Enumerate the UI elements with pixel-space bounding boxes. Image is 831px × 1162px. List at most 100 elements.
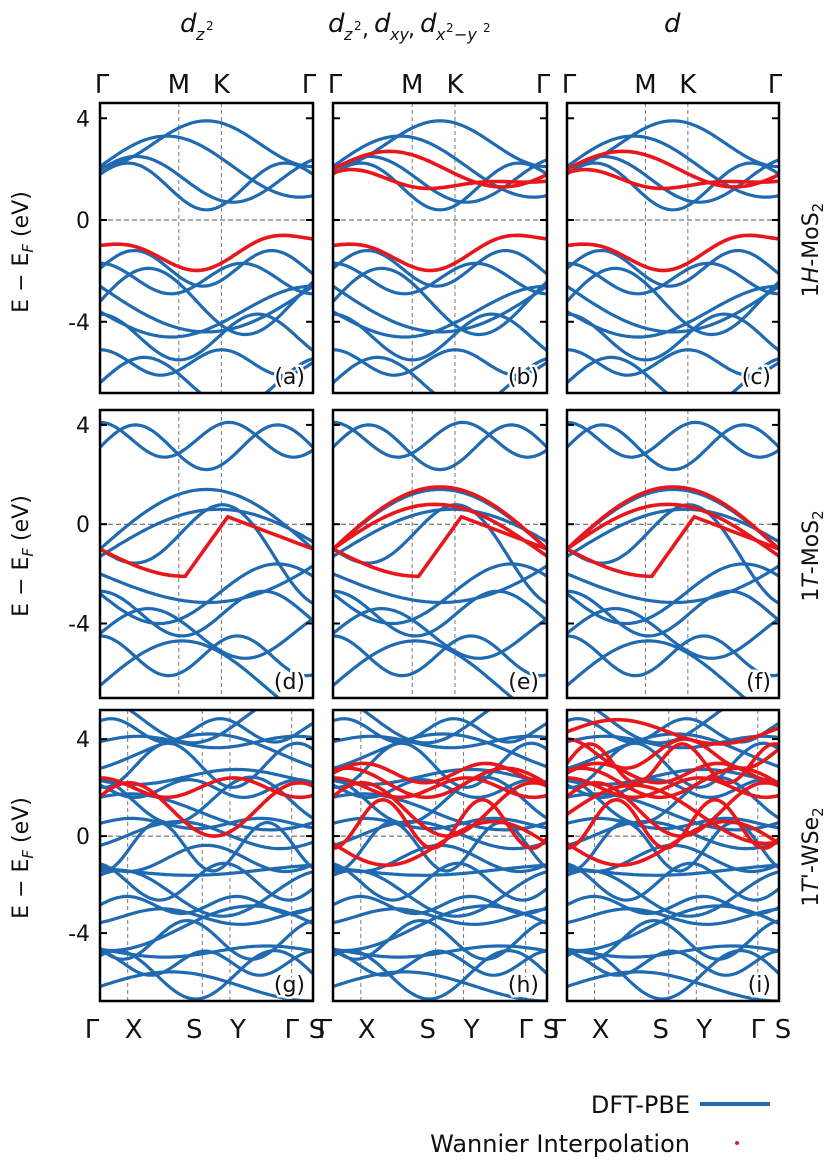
- dft-band: [333, 266, 547, 337]
- svg-text:1T'-WSe2: 1T'-WSe2: [799, 807, 827, 906]
- dft-band: [333, 970, 547, 1001]
- panel-a: 4 0 -4 (a): [68, 101, 315, 395]
- panel-f: (f): [565, 408, 781, 700]
- panel-label: (g): [274, 973, 305, 998]
- dft-band: [100, 134, 313, 199]
- kpath-bottom-label: Γ: [284, 1015, 299, 1045]
- ytick-label: 4: [76, 107, 90, 132]
- dft-band: [100, 284, 313, 334]
- kpath-bottom-label: Y: [463, 1015, 480, 1045]
- svg-text:E − EF (eV): E − EF (eV): [9, 191, 37, 313]
- dft-band: [100, 284, 313, 339]
- wannier-band: [567, 485, 779, 551]
- dft-band: [100, 562, 313, 626]
- panel-d: 4 0 -4 (d): [68, 408, 315, 700]
- dft-band: [333, 918, 547, 961]
- ytick-label: -4: [68, 311, 90, 336]
- dft-band: [100, 261, 313, 296]
- panel-label: (c): [742, 365, 771, 390]
- column-title-dz2-dxy-dx2y2: d z 2 , d xy , d x 2 −y 2: [328, 9, 491, 44]
- kpath-bottom-label: S: [419, 1015, 436, 1045]
- kpath-bottom-label: S: [775, 1015, 792, 1045]
- dft-band: [333, 503, 547, 605]
- wannier-band: [333, 514, 547, 579]
- dft-band: [100, 355, 313, 393]
- kpath-bottom-label: S: [653, 1015, 670, 1045]
- dft-band: [100, 312, 313, 362]
- dft-band: [100, 503, 313, 605]
- dft-band: [333, 423, 547, 472]
- wannier-band: [333, 797, 547, 851]
- kpath-bottom-label: S: [186, 1015, 203, 1045]
- kpath-bottom-label: X: [125, 1015, 143, 1045]
- dft-band: [100, 564, 313, 605]
- dft-band: [333, 161, 547, 212]
- dft-band: [567, 564, 779, 605]
- legend: DFT-PBE Wannier Interpolation: [430, 1091, 770, 1158]
- dft-band: [100, 732, 313, 770]
- legend-point-wannier: [735, 1141, 739, 1145]
- dft-band: [100, 717, 313, 744]
- dft-band: [567, 562, 779, 626]
- panel-label: (i): [748, 973, 771, 998]
- panel-c: (c): [565, 101, 781, 395]
- dft-band: [333, 562, 547, 626]
- dft-band: [567, 907, 779, 927]
- svg-text:d: d: [180, 9, 197, 39]
- kpath-bottom-label: Y: [695, 1015, 712, 1045]
- svg-text:d: d: [420, 9, 437, 39]
- wannier-band: [100, 776, 313, 800]
- svg-text:d: d: [664, 9, 681, 39]
- svg-text:1T-MoS2: 1T-MoS2: [799, 510, 827, 601]
- dft-band: [100, 843, 313, 874]
- dft-band: [333, 284, 547, 334]
- kpath-bottom-label: Γ: [85, 1015, 100, 1045]
- dft-band: [333, 907, 547, 927]
- ytick-label: 0: [76, 209, 90, 234]
- dft-band: [567, 284, 779, 334]
- svg-text:d: d: [374, 9, 391, 39]
- dft-band: [100, 907, 313, 927]
- kpath-top-label: M: [401, 70, 423, 100]
- wannier-band: [567, 502, 779, 558]
- wannier-band: [567, 149, 779, 189]
- dft-band: [567, 820, 779, 851]
- ylabel-row-3: E − EF (eV): [9, 797, 37, 919]
- dft-band: [567, 949, 779, 977]
- svg-text:,: ,: [362, 17, 369, 42]
- dft-band: [100, 741, 313, 789]
- dft-band: [100, 894, 313, 916]
- dft-band: [567, 606, 779, 660]
- dft-band: [567, 348, 779, 377]
- ytick-label: 0: [76, 825, 90, 850]
- dft-band: [567, 134, 779, 199]
- kpath-top-label: Γ: [95, 70, 110, 100]
- dft-band: [567, 119, 779, 169]
- dft-band: [100, 589, 313, 638]
- row-label-1T-MoS2: 1T-MoS2: [799, 510, 827, 601]
- row-label-1H-MoS2: 1H-MoS2: [799, 203, 827, 297]
- svg-text:2: 2: [206, 19, 214, 33]
- dft-band: [100, 348, 313, 377]
- kpath-top-label: K: [446, 70, 464, 100]
- ylabel-row-2: E − EF (eV): [9, 495, 37, 617]
- svg-text:E − EF (eV): E − EF (eV): [9, 797, 37, 919]
- dft-band: [100, 820, 313, 873]
- ylabel-row-1: E − EF (eV): [9, 191, 37, 313]
- svg-text:d: d: [328, 9, 345, 39]
- panel-i: (i): [565, 708, 781, 1003]
- panel-frame: [565, 101, 781, 395]
- svg-text:xy: xy: [389, 25, 409, 44]
- panel-frame: [98, 708, 315, 1003]
- dft-band: [333, 312, 547, 362]
- dft-band: [567, 312, 779, 362]
- wannier-band: [567, 742, 779, 785]
- dft-band: [333, 606, 547, 660]
- panel-label: (b): [508, 365, 539, 390]
- dft-band: [333, 732, 547, 770]
- svg-text:2: 2: [483, 21, 491, 35]
- dft-band: [567, 161, 779, 212]
- dft-band: [100, 423, 313, 472]
- panel-frame: [565, 408, 781, 700]
